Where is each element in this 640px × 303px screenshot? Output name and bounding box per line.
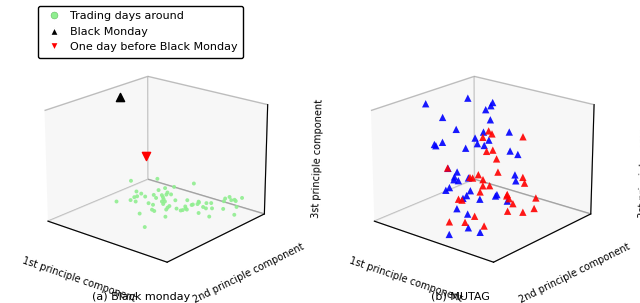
Legend: Trading days around, Black Monday, One day before Black Monday: Trading days around, Black Monday, One d… — [38, 5, 243, 58]
Y-axis label: 2nd principle component: 2nd principle component — [518, 242, 632, 303]
Y-axis label: 2nd principle component: 2nd principle component — [191, 242, 305, 303]
X-axis label: 1st principle component: 1st principle component — [21, 256, 137, 303]
Text: (b) MUTAG: (b) MUTAG — [431, 292, 490, 302]
Text: (a) Black monday: (a) Black monday — [92, 292, 190, 302]
X-axis label: 1st principle component: 1st principle component — [348, 256, 463, 303]
